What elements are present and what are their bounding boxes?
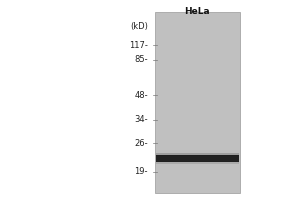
Bar — [156, 155, 239, 162]
Text: (kD): (kD) — [130, 22, 148, 31]
Text: 34-: 34- — [134, 116, 148, 124]
Bar — [155, 12, 240, 193]
Text: 117-: 117- — [129, 40, 148, 49]
Text: 19-: 19- — [134, 168, 148, 176]
Bar — [156, 153, 239, 156]
Text: 48-: 48- — [134, 90, 148, 99]
Text: 85-: 85- — [134, 55, 148, 64]
Text: HeLa: HeLa — [184, 7, 210, 16]
Bar — [156, 161, 239, 164]
Text: 26-: 26- — [134, 138, 148, 148]
